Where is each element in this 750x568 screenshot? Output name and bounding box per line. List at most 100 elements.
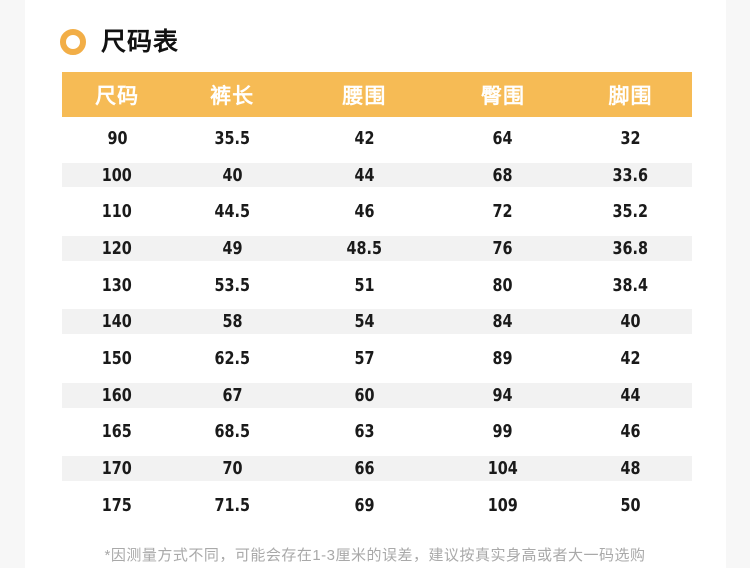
section-header: 尺码表 [60, 28, 179, 56]
cell-value: 69 [354, 494, 375, 516]
table-row: 110 44.5 46 72 35.2 [62, 193, 692, 230]
cell-value: 66 [354, 458, 375, 480]
measurement-note: *因测量方式不同，可能会存在1-3厘米的误差，建议按真实身高或者大一码选购 [104, 547, 646, 564]
cell-value: 89 [492, 347, 513, 369]
table-cell: 63 [292, 414, 437, 451]
cell-value: 80 [492, 274, 513, 296]
table-cell: 42 [292, 120, 437, 157]
cell-value: 110 [102, 201, 133, 223]
table-cell: 69 [292, 487, 437, 524]
size-table-body: 90 35.5 42 64 32 100 40 44 68 33.6 110 44.5 46 72 35.2… [62, 120, 692, 524]
cell-value: 35.5 [214, 127, 250, 149]
table-cell: 49 [172, 236, 292, 261]
cell-value: 150 [102, 347, 133, 369]
cell-value: 109 [487, 494, 519, 516]
column-header: 腰围 [342, 84, 387, 108]
table-cell: 104 [437, 456, 569, 481]
table-cell: 64 [437, 120, 569, 157]
cell-value: 38.4 [612, 274, 649, 296]
cell-value: 64 [492, 127, 513, 149]
cell-value: 76 [492, 237, 513, 259]
table-cell: 40 [172, 163, 292, 188]
table-row: 170 70 66 104 48 [62, 450, 692, 487]
cell-value: 48.5 [346, 237, 383, 259]
table-cell: 170 [62, 456, 172, 481]
table-cell: 150 [62, 340, 172, 377]
table-cell: 48.5 [292, 236, 437, 261]
cell-value: 58 [222, 311, 243, 333]
table-cell: 175 [62, 487, 172, 524]
table-cell: 165 [62, 414, 172, 451]
table-cell: 120 [62, 236, 172, 261]
cell-value: 35.2 [612, 201, 649, 223]
size-table: 尺码 裤长 腰围 臀围 脚围 90 35.5 42 64 32 100 40 44 68 33.6 110 4… [62, 72, 692, 524]
cell-value: 50 [620, 494, 641, 516]
table-cell: 36.8 [569, 236, 692, 261]
table-row: 175 71.5 69 109 50 [62, 487, 692, 524]
cell-value: 170 [102, 458, 133, 480]
section-title: 尺码表 [101, 28, 180, 56]
cell-value: 60 [354, 384, 375, 406]
cell-value: 130 [102, 274, 133, 296]
cell-value: 36.8 [612, 237, 649, 259]
cell-value: 94 [492, 384, 513, 406]
table-cell: 35.2 [569, 193, 692, 230]
column-header: 尺码 [95, 84, 140, 108]
table-row: 140 58 54 84 40 [62, 303, 692, 340]
table-cell: 46 [569, 414, 692, 451]
cell-value: 100 [102, 164, 133, 186]
table-cell: 160 [62, 383, 172, 408]
circle-ring-icon [60, 29, 86, 55]
table-cell: 38.4 [569, 267, 692, 304]
cell-value: 46 [620, 421, 641, 443]
table-cell: 72 [437, 193, 569, 230]
table-cell: 44.5 [172, 193, 292, 230]
table-cell: 109 [437, 487, 569, 524]
table-cell: 140 [62, 309, 172, 334]
table-cell: 71.5 [172, 487, 292, 524]
table-cell: 57 [292, 340, 437, 377]
table-cell: 35.5 [172, 120, 292, 157]
table-cell: 33.6 [569, 163, 692, 188]
size-table-header-row: 尺码 裤长 腰围 臀围 脚围 [62, 72, 692, 117]
table-cell: 40 [569, 309, 692, 334]
cell-value: 68 [492, 164, 513, 186]
table-cell: 62.5 [172, 340, 292, 377]
cell-value: 62.5 [214, 347, 250, 369]
cell-value: 48 [620, 458, 641, 480]
cell-value: 120 [102, 237, 133, 259]
cell-value: 68.5 [214, 421, 250, 443]
cell-value: 72 [492, 201, 513, 223]
cell-value: 57 [354, 347, 375, 369]
table-cell: 110 [62, 193, 172, 230]
table-cell: 42 [569, 340, 692, 377]
table-cell: 84 [437, 309, 569, 334]
table-cell: 90 [62, 120, 172, 157]
table-cell: 99 [437, 414, 569, 451]
table-cell: 130 [62, 267, 172, 304]
cell-value: 53.5 [214, 274, 250, 296]
table-cell: 50 [569, 487, 692, 524]
table-row: 160 67 60 94 44 [62, 377, 692, 414]
table-cell: 94 [437, 383, 569, 408]
cell-value: 84 [492, 311, 513, 333]
cell-value: 175 [102, 494, 133, 516]
cell-value: 44.5 [214, 201, 250, 223]
cell-value: 42 [354, 127, 375, 149]
table-cell: 70 [172, 456, 292, 481]
table-cell: 53.5 [172, 267, 292, 304]
cell-value: 40 [222, 164, 243, 186]
column-header: 裤长 [210, 84, 255, 108]
cell-value: 99 [492, 421, 513, 443]
table-row: 165 68.5 63 99 46 [62, 414, 692, 451]
table-cell: 60 [292, 383, 437, 408]
cell-value: 63 [354, 421, 375, 443]
table-cell: 51 [292, 267, 437, 304]
table-row: 100 40 44 68 33.6 [62, 157, 692, 194]
table-cell: 68 [437, 163, 569, 188]
cell-value: 49 [222, 237, 243, 259]
table-cell: 80 [437, 267, 569, 304]
cell-value: 160 [102, 384, 133, 406]
cell-value: 44 [354, 164, 375, 186]
